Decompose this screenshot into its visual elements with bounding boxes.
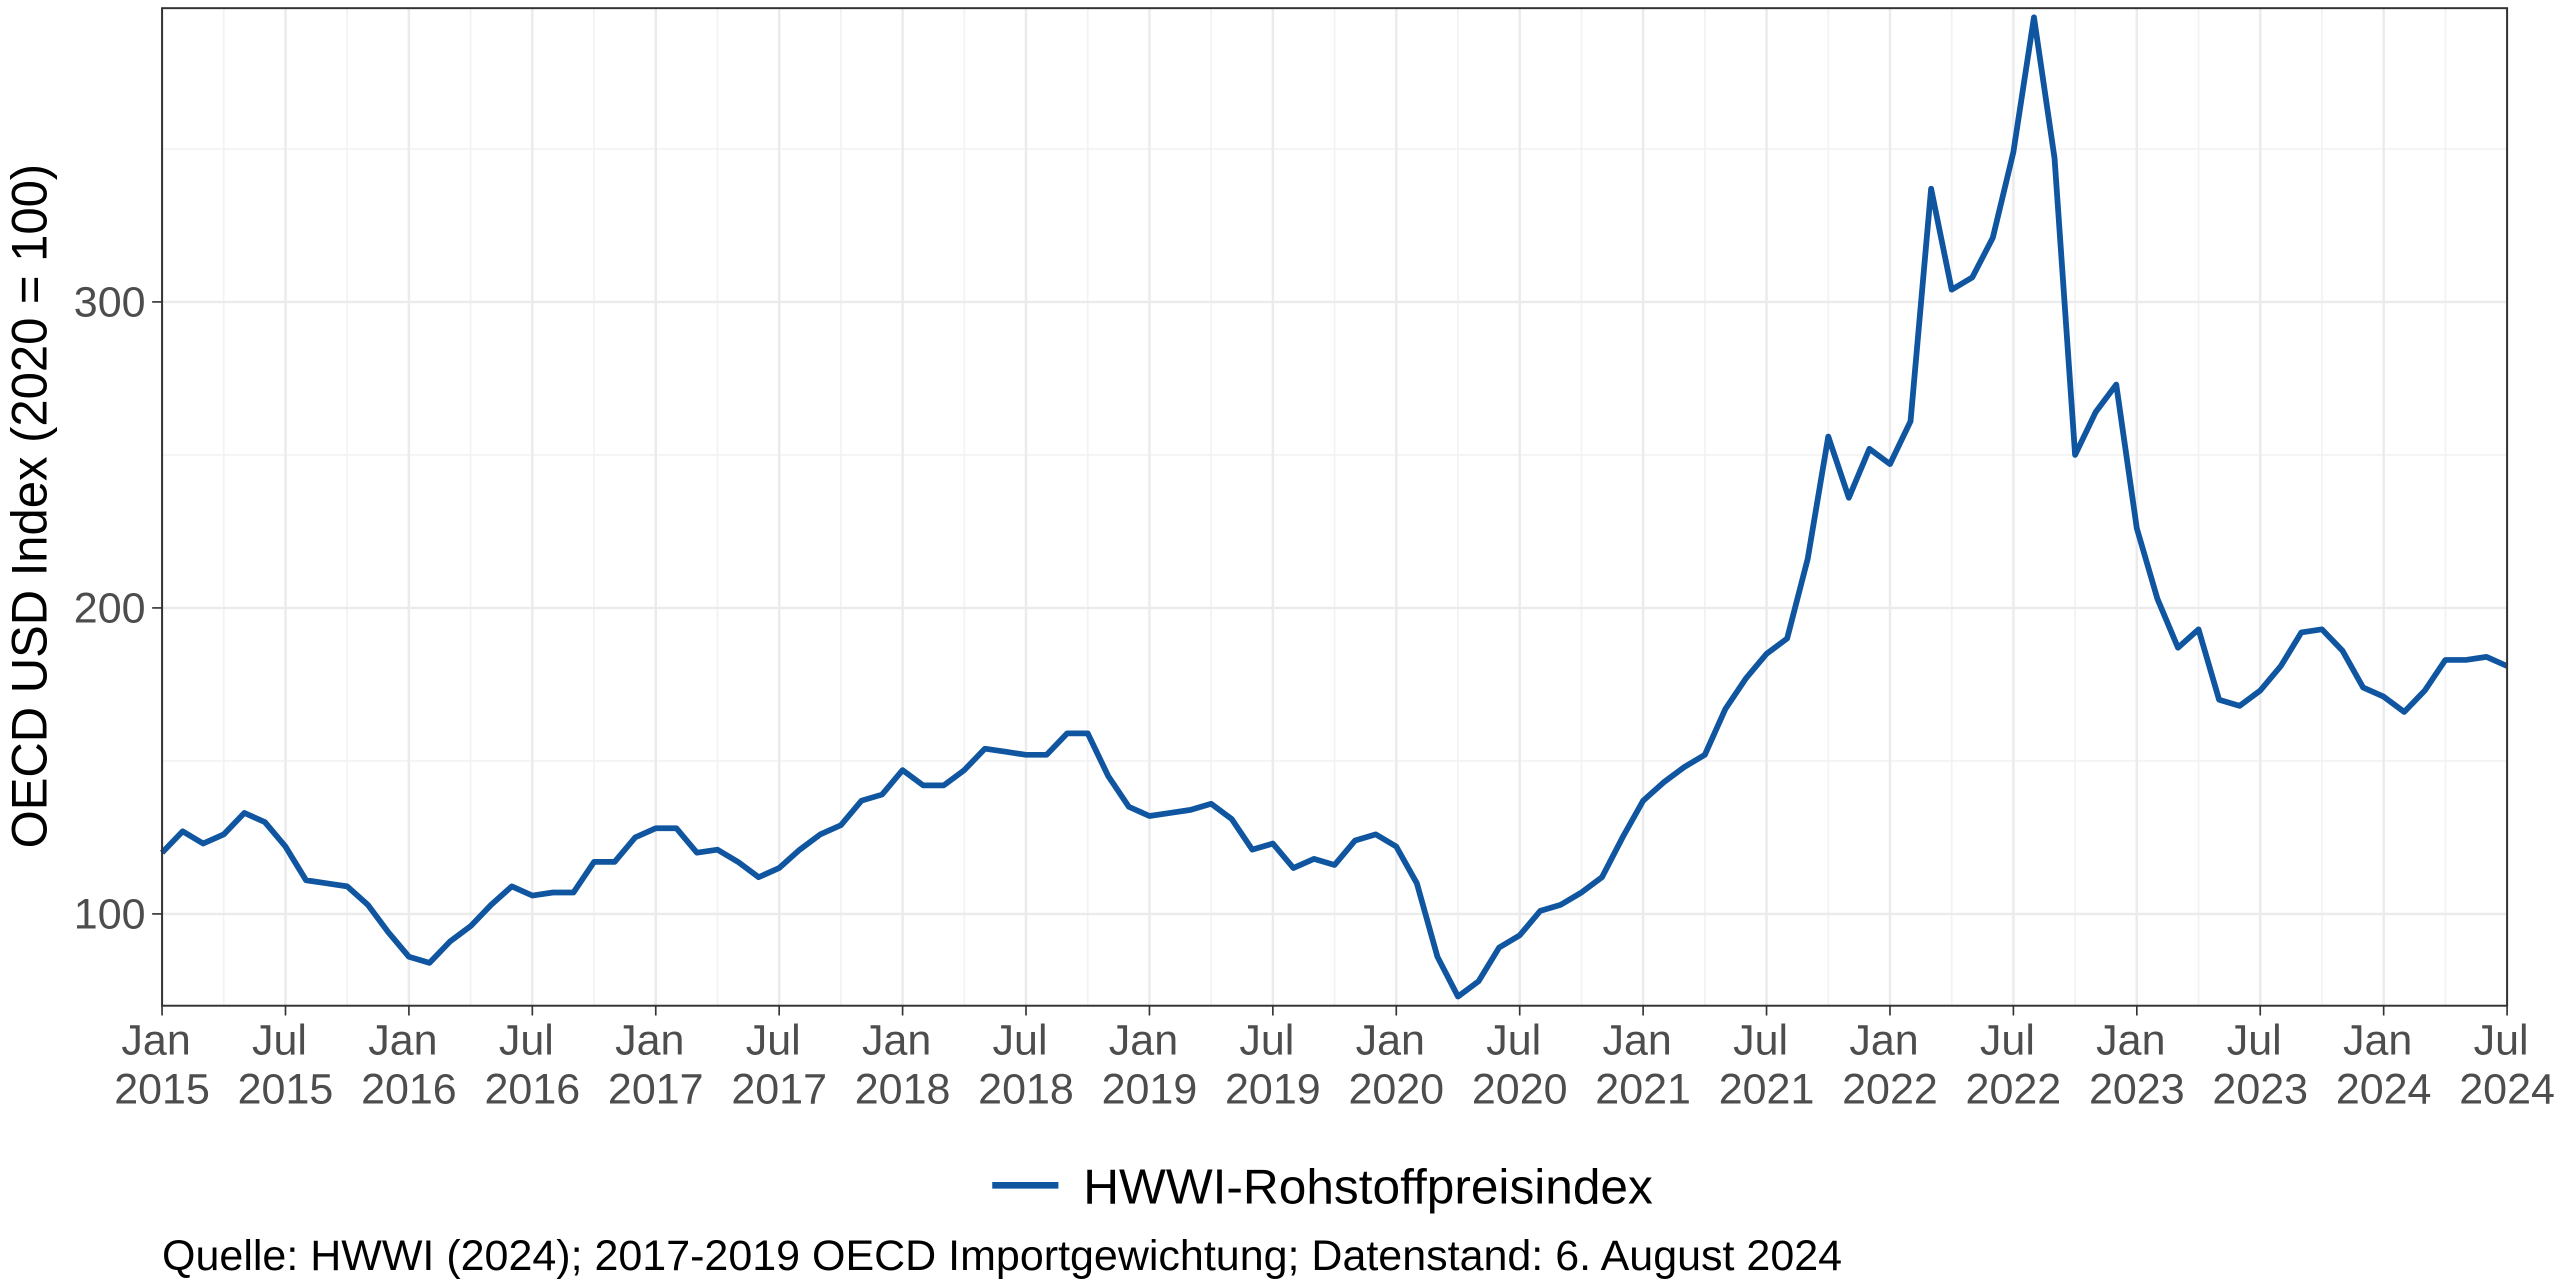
y-axis-label: OECD USD Index (2020 = 100) [2, 164, 57, 848]
x-tick-label: Jul 2016 [485, 1017, 581, 1114]
x-tick-label: Jan 2020 [1348, 1017, 1444, 1114]
x-tick-label: Jul 2022 [1966, 1017, 2062, 1114]
x-tick-label: Jan 2024 [2336, 1017, 2432, 1114]
x-tick-label: Jul 2015 [238, 1017, 334, 1114]
x-tick-label: Jan 2019 [1102, 1017, 1198, 1114]
x-tick-label: Jul 2018 [978, 1017, 1074, 1114]
x-tick-label: Jul 2023 [2212, 1017, 2308, 1114]
x-tick-label: Jul 2020 [1472, 1017, 1568, 1114]
y-tick-label: 100 [74, 891, 146, 939]
x-tick-label: Jan 2016 [361, 1017, 457, 1114]
x-tick-label: Jul 2019 [1225, 1017, 1321, 1114]
x-tick-label: Jan 2021 [1595, 1017, 1691, 1114]
legend-label: HWWI-Rohstoffpreisindex [1083, 1160, 1653, 1215]
x-tick-label: Jan 2022 [1842, 1017, 1938, 1114]
y-tick-label: 300 [74, 279, 146, 327]
x-tick-label: Jul 2017 [731, 1017, 827, 1114]
caption: Quelle: HWWI (2024); 2017-2019 OECD Impo… [162, 1232, 1842, 1280]
plot-border [161, 7, 2509, 1007]
line [159, 14, 2509, 1000]
y-tick-label: 200 [74, 585, 146, 633]
x-tick-label: Jul 2024 [2459, 1017, 2555, 1114]
x-tick-label: Jul 2021 [1719, 1017, 1815, 1114]
x-tick-label: Jan 2015 [114, 1017, 210, 1114]
x-tick-label: Jan 2017 [608, 1017, 704, 1114]
x-tick-label: Jan 2023 [2089, 1017, 2185, 1114]
x-tick-label: Jan 2018 [855, 1017, 951, 1114]
